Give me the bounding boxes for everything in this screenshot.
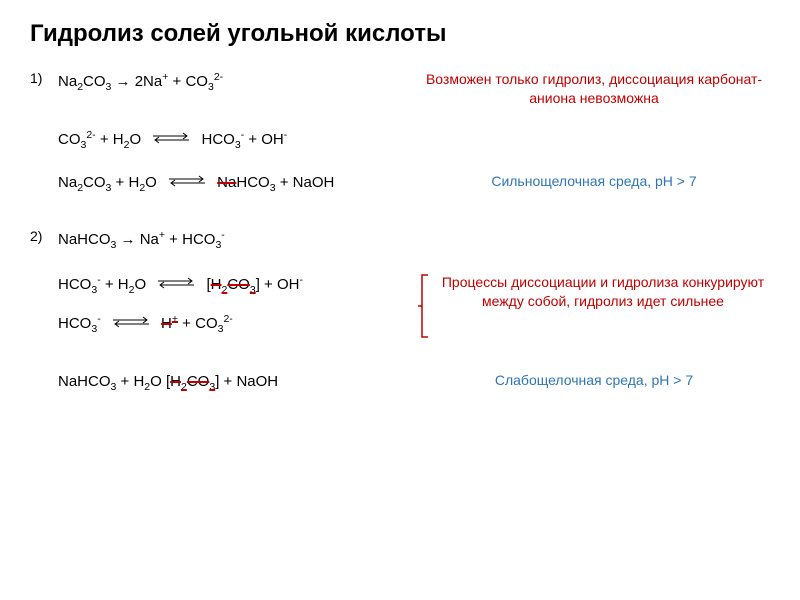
equilibrium-arrow-icon [167,172,207,193]
sup: - [97,313,101,325]
eq-text: CO [83,174,106,191]
sup: 2- [86,129,95,141]
eq-text: CO [58,131,81,148]
bracket-icon [418,273,430,339]
sup: - [299,274,303,286]
eq-text: O [145,174,157,191]
annotation-2: Сильнощелочная среда, pH > 7 [418,172,770,191]
annotation-1: Возможен только гидролиз, диссоциация ка… [418,70,770,108]
strikethrough-h2co3-2: H2CO3 [170,373,215,390]
eq-text: O [129,131,141,148]
equilibrium-arrow-icon [151,129,191,150]
eq-text: CO [187,373,210,390]
eq-text: → 2Na [111,73,162,90]
block1-row3: Na2CO3 + H2O NaHCO3 + NaOH Сильнощелочна… [30,172,770,196]
eq-text: NaHCO [58,373,111,390]
eq-text: O [ [150,373,170,390]
eq-text: O [134,276,146,293]
eq-text: HCO [236,174,269,191]
eq-text: HCO [58,276,91,293]
eq-text: H [170,373,181,390]
block1-row1: 1) Na2CO3 → 2Na+ + CO32- Возможен только… [30,70,770,108]
block2-row1: 2) NaHCO3 → Na+ + HCO3- [30,228,770,253]
eq-text: Na [58,174,77,191]
eq-text: + H [116,373,144,390]
eq-text: CO [227,276,250,293]
eq-text: + CO [178,315,218,332]
eq-text: HCO [201,131,234,148]
equation-1-dissociation: Na2CO3 → 2Na+ + CO32- [58,70,418,95]
eq-text: Na [58,73,77,90]
block1-row2: CO32- + H2O HCO3- + OH- [30,128,770,153]
strikethrough-na: Na [217,174,236,191]
eq-text: + HCO [165,231,215,248]
strikethrough-hplus: H+ [161,315,178,332]
sup: 2- [214,71,223,83]
eq-text: CO [83,73,106,90]
annotation-4: Слабощелочная среда, pH > 7 [418,371,770,390]
equation-2-ionic: CO32- + H2O HCO3- + OH- [58,128,418,153]
sup: - [221,229,225,241]
eq-text: + H [96,131,124,148]
equation-3-molecular: Na2CO3 + H2O NaHCO3 + NaOH [58,172,418,196]
eq-text: H [211,276,222,293]
eq-text: NaHCO [58,231,111,248]
page-title: Гидролиз солей угольной кислоты [30,20,770,48]
eq-text: → Na [116,231,159,248]
sub: 3 [250,284,256,296]
equation-6-dissociation: HCO3- H+ + CO32- [58,312,418,337]
eq-text: HCO [58,315,91,332]
sup: 2- [223,313,232,325]
equation-7-molecular: NaHCO3 + H2O [H2CO3] + NaOH [58,371,418,395]
eq-text: ] + NaOH [215,373,278,390]
eq-text: + H [111,174,139,191]
equation-4-dissociation: NaHCO3 → Na+ + HCO3- [58,228,418,253]
eq-text: + CO [168,73,208,90]
eq-text: + H [101,276,129,293]
eq-text: + OH [260,276,300,293]
block2-row-final: NaHCO3 + H2O [H2CO3] + NaOH Слабощелочна… [30,371,770,395]
equilibrium-arrow-icon [111,313,151,334]
eq-text: + OH [244,131,284,148]
item-number-2: 2) [30,228,58,244]
block2-bracket-row: HCO3- + H2O [H2CO3] + OH- HCO3- H+ + CO3… [30,273,770,339]
item-number-1: 1) [30,70,58,86]
sup: - [284,129,288,141]
equilibrium-arrow-icon [156,274,196,295]
annotation-3: Процессы диссоциации и гидролиза конкури… [430,273,770,339]
eq-text: H [161,315,172,332]
strikethrough-h2co3: H2CO3 [211,276,256,293]
eq-text: + NaOH [276,174,335,191]
equation-5-hydrolysis: HCO3- + H2O [H2CO3] + OH- [58,273,418,298]
